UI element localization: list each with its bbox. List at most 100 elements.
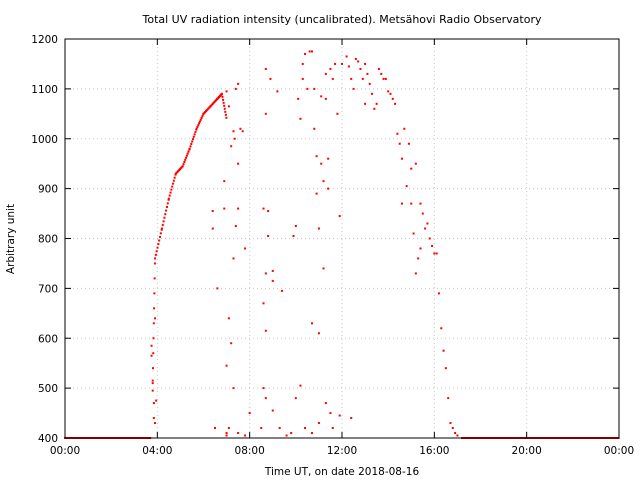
data-point <box>237 162 240 165</box>
data-point <box>187 150 190 153</box>
data-point <box>234 87 237 90</box>
data-point <box>189 145 192 148</box>
data-point <box>151 389 154 392</box>
data-point <box>156 246 159 249</box>
data-point <box>233 137 236 140</box>
data-point <box>244 434 247 437</box>
data-point <box>324 402 327 405</box>
y-tick-label: 900 <box>38 184 58 196</box>
data-point <box>193 133 196 136</box>
data-point <box>199 118 202 121</box>
data-point <box>190 142 193 145</box>
y-tick-label: 400 <box>38 433 58 445</box>
data-point <box>424 227 427 230</box>
axis-ticks: 400 500 600 700 800 900 1000 1100 1200 00:00 04:00… <box>31 34 634 457</box>
data-point <box>222 101 225 104</box>
data-point <box>211 227 214 230</box>
data-point <box>153 277 156 280</box>
data-point <box>394 102 397 105</box>
data-point <box>354 57 357 60</box>
data-point <box>294 225 297 228</box>
data-point <box>320 95 323 98</box>
y-tick-label: 1100 <box>31 84 58 96</box>
data-point <box>290 432 293 435</box>
data-point <box>387 90 390 93</box>
data-point <box>352 87 355 90</box>
data-point <box>327 187 330 190</box>
data-point <box>153 307 156 310</box>
data-point <box>211 210 214 213</box>
data-point <box>401 202 404 205</box>
data-point <box>222 98 225 101</box>
data-point <box>324 97 327 100</box>
data-point <box>417 257 420 260</box>
data-point <box>347 65 350 68</box>
data-point <box>437 292 440 295</box>
data-point <box>197 124 200 127</box>
data-point <box>225 90 228 93</box>
data-point <box>191 138 194 141</box>
data-point <box>158 239 161 242</box>
data-point <box>315 155 318 158</box>
y-axis-label: Arbitrary unit <box>5 204 17 274</box>
data-point <box>320 162 323 165</box>
grid-lines <box>65 39 619 438</box>
data-point <box>267 210 270 213</box>
data-point <box>162 220 165 223</box>
data-point <box>366 72 369 75</box>
data-point <box>160 227 163 230</box>
data-point <box>345 55 348 58</box>
data-point <box>350 77 353 80</box>
data-point <box>224 113 227 116</box>
data-point <box>166 202 169 205</box>
data-point <box>377 67 380 70</box>
data-point <box>225 364 228 367</box>
data-point <box>221 95 224 98</box>
data-point <box>152 337 155 340</box>
data-point <box>260 427 263 430</box>
data-point <box>248 412 251 415</box>
x-tick-label: 20:00 <box>512 445 542 457</box>
x-tick-label: 00:00 <box>604 445 634 457</box>
data-point <box>153 292 156 295</box>
data-point <box>225 432 228 435</box>
data-point <box>154 253 157 256</box>
data-point <box>264 67 267 70</box>
data-point <box>153 262 156 265</box>
data-point <box>412 232 415 235</box>
data-point <box>317 422 320 425</box>
data-point <box>241 130 244 133</box>
data-point <box>306 87 309 90</box>
data-point <box>292 235 295 238</box>
data-point <box>154 317 157 320</box>
x-tick-label: 16:00 <box>419 445 449 457</box>
data-point <box>181 165 184 168</box>
data-point <box>421 212 424 215</box>
y-tick-label: 600 <box>38 333 58 345</box>
data-point <box>398 142 401 145</box>
data-point <box>364 102 367 105</box>
data-point <box>152 402 155 405</box>
data-point <box>161 223 164 226</box>
data-point <box>155 399 158 402</box>
data-point <box>310 50 313 53</box>
data-point <box>401 157 404 160</box>
data-point <box>322 267 325 270</box>
data-point <box>262 207 265 210</box>
data-point <box>389 92 392 95</box>
data-point <box>331 427 334 430</box>
data-point <box>433 252 436 255</box>
data-point <box>276 90 279 93</box>
data-point <box>152 352 155 355</box>
y-tick-label: 700 <box>38 283 58 295</box>
data-point <box>186 152 189 155</box>
data-point <box>329 67 332 70</box>
data-point <box>225 434 228 437</box>
data-point <box>396 132 399 135</box>
data-point <box>185 154 188 157</box>
y-tick-label: 1200 <box>31 34 58 46</box>
data-point <box>299 384 302 387</box>
data-point <box>171 185 174 188</box>
data-point <box>152 417 155 420</box>
